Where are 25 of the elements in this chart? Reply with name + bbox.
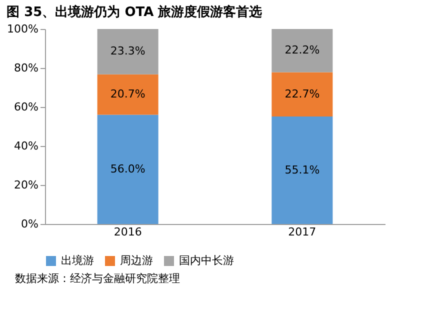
- bar: [97, 29, 158, 74]
- bar: [97, 74, 158, 115]
- y-tick-label: 80%: [14, 62, 38, 74]
- y-tick-label: 20%: [14, 178, 38, 192]
- bar: [272, 72, 333, 117]
- source-note: 数据来源：经济与金融研究院整理: [15, 272, 180, 285]
- data-label: 22.7%: [284, 87, 320, 100]
- x-tick-label: 2016: [114, 226, 142, 238]
- bar: [272, 116, 333, 224]
- bar: [272, 29, 333, 72]
- data-label: 55.1%: [284, 163, 320, 176]
- data-label: 22.2%: [284, 44, 320, 57]
- y-tick-label: 0%: [21, 218, 38, 230]
- bar: [97, 114, 158, 224]
- y-tick-label: 60%: [14, 100, 38, 114]
- data-label: 20.7%: [110, 88, 146, 101]
- y-tick-label: 100%: [7, 22, 38, 36]
- chart-title: 图 35、出境游仍为 OTA 旅游度假游客首选: [6, 4, 262, 20]
- data-label: 23.3%: [110, 44, 146, 58]
- legend-label: 国内中长游: [179, 254, 234, 267]
- legend-label: 出境游: [61, 254, 94, 267]
- data-label: 56.0%: [110, 162, 146, 176]
- legend-label: 周边游: [120, 254, 153, 267]
- x-tick-label: 2017: [288, 226, 316, 238]
- y-tick-label: 40%: [14, 140, 38, 152]
